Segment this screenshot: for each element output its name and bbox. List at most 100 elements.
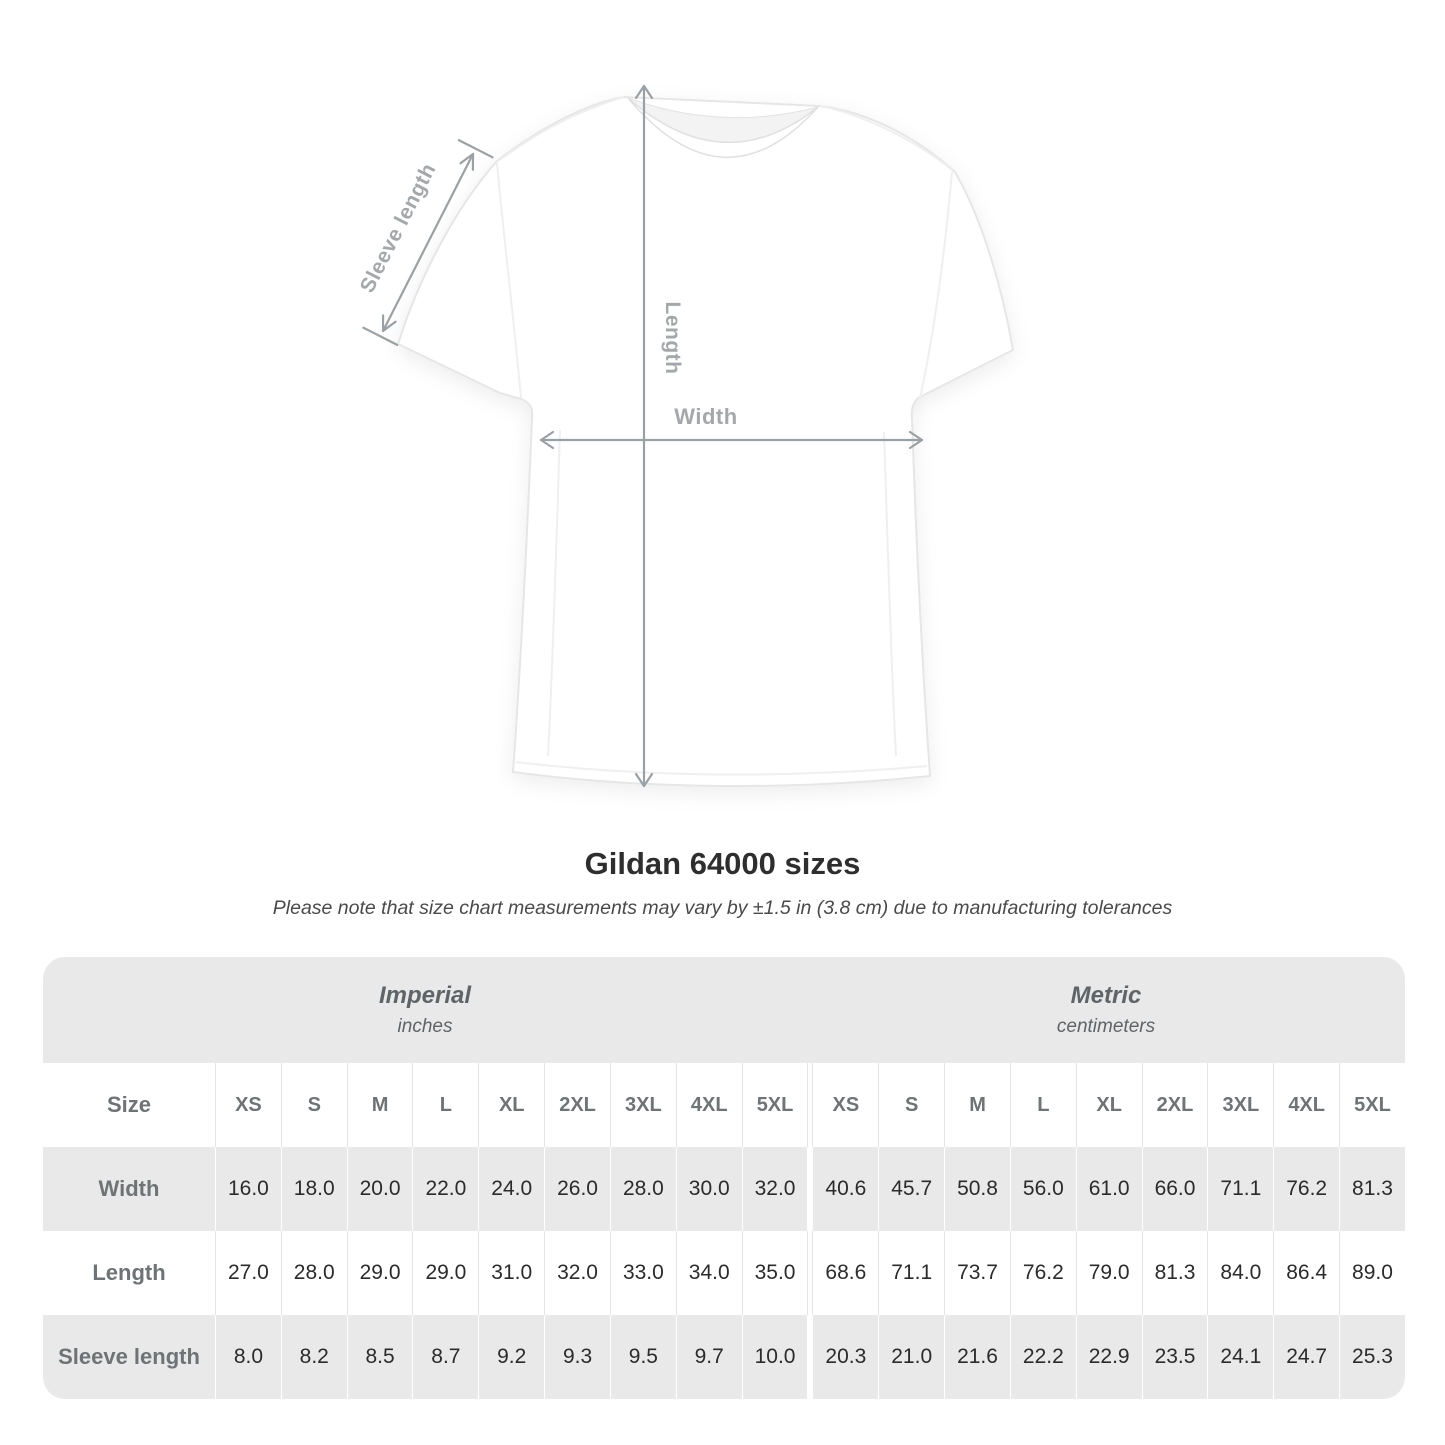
- value-cell: 22.0: [412, 1147, 478, 1231]
- value-cell: 16.0: [215, 1147, 281, 1231]
- value-cell: 76.2: [1273, 1147, 1339, 1231]
- value-cell: 10.0: [741, 1315, 808, 1399]
- value-cell: 18.0: [280, 1147, 347, 1231]
- value-cell: 81.3: [1141, 1231, 1208, 1315]
- value-cell: 33.0: [609, 1231, 676, 1315]
- value-cell: 34.0: [675, 1231, 742, 1315]
- size-column-header: XS: [215, 1063, 281, 1147]
- value-cell: 9.3: [544, 1315, 610, 1399]
- row-label: Width: [98, 1176, 160, 1201]
- value-cell: 81.3: [1339, 1147, 1405, 1231]
- size-column-header: 2XL: [1141, 1063, 1208, 1147]
- value-cell: 26.0: [544, 1147, 610, 1231]
- value-cell: 8.5: [346, 1315, 413, 1399]
- value-cell: 71.1: [878, 1231, 944, 1315]
- value-cell: 28.0: [280, 1231, 347, 1315]
- value-cell: 9.7: [675, 1315, 742, 1399]
- value-cell: 71.1: [1207, 1147, 1273, 1231]
- unit-header-row: Imperial inches Metric centimeters: [43, 957, 1405, 1063]
- collar: [627, 97, 819, 159]
- value-cell: 29.0: [346, 1231, 413, 1315]
- width-arrow: [539, 430, 924, 450]
- value-cell: 24.7: [1273, 1315, 1339, 1399]
- size-column-header: 3XL: [1207, 1063, 1273, 1147]
- unit-group-imperial: Imperial inches: [43, 957, 807, 1063]
- size-header-row: Size XS S M L XL 2XL 3XL 4XL 5XL XS S M L XL 2XL 3XL 4XL 5…: [43, 1063, 1405, 1147]
- value-cell: 21.0: [878, 1315, 944, 1399]
- value-cell: 9.5: [609, 1315, 676, 1399]
- value-cell: 24.1: [1207, 1315, 1273, 1399]
- size-column-header: 4XL: [675, 1063, 742, 1147]
- size-column-header: L: [1009, 1063, 1076, 1147]
- measurement-row: Width 16.0 18.0 20.0 22.0 24.0 26.0 28.0 30.0 32.…: [43, 1147, 1405, 1231]
- width-label: Width: [674, 404, 737, 429]
- size-column-header: L: [412, 1063, 478, 1147]
- value-cell: 31.0: [478, 1231, 544, 1315]
- row-label: Length: [92, 1260, 166, 1285]
- sleeve-length-arrow: [362, 139, 494, 346]
- size-column-header: 3XL: [609, 1063, 676, 1147]
- tshirt-svg: Sleeve length Length Width: [356, 84, 1015, 788]
- size-column-header: 5XL: [741, 1063, 808, 1147]
- tolerance-note: Please note that size chart measurements…: [272, 897, 1173, 919]
- value-cell: 45.7: [878, 1147, 944, 1231]
- row-label: Size: [106, 1092, 152, 1117]
- unit-group-unit: centimeters: [1056, 1016, 1156, 1037]
- value-cell: 29.0: [412, 1231, 478, 1315]
- value-cell: 9.2: [478, 1315, 544, 1399]
- size-column-header: M: [944, 1063, 1010, 1147]
- size-column-header: 4XL: [1273, 1063, 1339, 1147]
- value-cell: 79.0: [1075, 1231, 1142, 1315]
- value-cell: 22.9: [1075, 1315, 1142, 1399]
- value-cell: 84.0: [1207, 1231, 1273, 1315]
- tshirt-graphic: [396, 95, 1015, 788]
- length-arrow: [634, 84, 654, 788]
- size-table: Imperial inches Metric centimeters Size X…: [43, 957, 1405, 1399]
- unit-group-name: Metric: [1070, 982, 1142, 1009]
- imperial-metric-divider: [807, 1231, 814, 1315]
- value-cell: 20.3: [825, 1345, 867, 1368]
- value-cell: 21.6: [944, 1315, 1010, 1399]
- length-label: Length: [661, 302, 684, 375]
- value-cell: 86.4: [1273, 1231, 1339, 1315]
- value-cell: 25.3: [1339, 1315, 1405, 1399]
- size-column-header: XL: [1075, 1063, 1142, 1147]
- value-cell: 20.0: [346, 1147, 413, 1231]
- table-body: Size XS S M L XL 2XL 3XL 4XL 5XL XS S M L XL 2XL 3XL 4XL 5…: [43, 1063, 1405, 1399]
- size-column-header: M: [346, 1063, 413, 1147]
- value-cell: 40.6: [825, 1177, 867, 1200]
- unit-group-metric: Metric centimeters: [807, 957, 1405, 1063]
- tshirt-measurement-diagram: Sleeve length Length Width: [356, 84, 1015, 788]
- size-column-header: S: [280, 1063, 347, 1147]
- value-cell: 8.0: [215, 1315, 281, 1399]
- value-cell: 30.0: [675, 1147, 742, 1231]
- imperial-metric-divider: [807, 1063, 814, 1147]
- value-cell: 35.0: [741, 1231, 808, 1315]
- value-cell: 66.0: [1141, 1147, 1208, 1231]
- value-cell: 68.6: [825, 1261, 867, 1284]
- imperial-metric-divider: [807, 1315, 814, 1399]
- value-cell: 50.8: [944, 1147, 1010, 1231]
- unit-group-name: Imperial: [378, 982, 472, 1009]
- size-column-header: S: [878, 1063, 944, 1147]
- measurement-row: Length 27.0 28.0 29.0 29.0 31.0 32.0 33.0 34.0 35…: [43, 1231, 1405, 1315]
- value-cell: 89.0: [1339, 1231, 1405, 1315]
- value-cell: 61.0: [1075, 1147, 1142, 1231]
- value-cell: 22.2: [1009, 1315, 1076, 1399]
- value-cell: 23.5: [1141, 1315, 1208, 1399]
- size-column-header: XL: [478, 1063, 544, 1147]
- size-column-header: XS: [832, 1093, 860, 1116]
- size-column-header: 2XL: [544, 1063, 610, 1147]
- value-cell: 76.2: [1009, 1231, 1076, 1315]
- measurement-row: Sleeve length 8.0 8.2 8.5 8.7 9.2 9.3 9.5 9.7 10.…: [43, 1315, 1405, 1399]
- row-label: Sleeve length: [58, 1344, 200, 1369]
- value-cell: 27.0: [215, 1231, 281, 1315]
- value-cell: 28.0: [609, 1147, 676, 1231]
- page-title: Gildan 64000 sizes: [584, 846, 861, 881]
- imperial-metric-divider: [807, 1147, 814, 1231]
- value-cell: 32.0: [544, 1231, 610, 1315]
- unit-group-unit: inches: [397, 1016, 453, 1037]
- value-cell: 8.7: [412, 1315, 478, 1399]
- value-cell: 24.0: [478, 1147, 544, 1231]
- value-cell: 56.0: [1009, 1147, 1076, 1231]
